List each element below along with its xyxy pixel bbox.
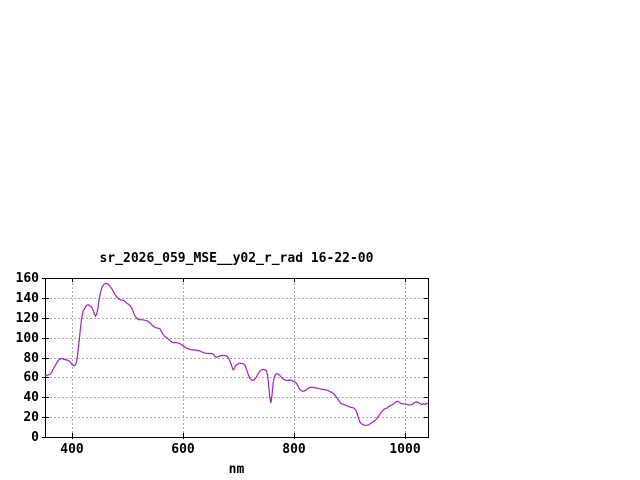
y-tick-label: 80	[23, 351, 39, 366]
y-tick-label: 60	[23, 370, 39, 385]
x-tick-label: 1000	[389, 442, 421, 457]
y-tick-label: 140	[15, 291, 39, 306]
y-tick-label: 120	[15, 311, 39, 326]
plot-border	[45, 278, 429, 438]
chart-title: sr_2026_059_MSE__y02_r_rad 16-22-00	[99, 251, 374, 266]
series-line	[44, 282, 429, 426]
y-tick-label: 20	[23, 410, 39, 425]
x-tick-label: 600	[171, 442, 195, 457]
y-tick-label: 0	[31, 430, 39, 445]
x-tick-label: 800	[282, 442, 306, 457]
y-tick-label: 160	[15, 271, 39, 286]
x-axis-label: nm	[228, 462, 245, 477]
y-tick-label: 40	[23, 390, 39, 405]
x-tick-label: 400	[60, 442, 84, 457]
y-tick-label: 100	[15, 331, 39, 346]
